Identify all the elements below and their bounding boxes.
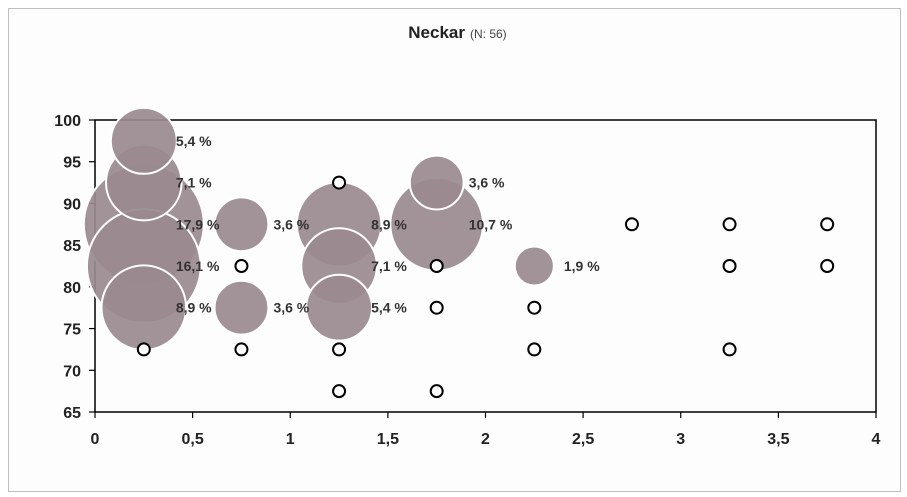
data-label: 10,7 % <box>469 216 513 232</box>
data-label: 5,4 % <box>176 133 212 149</box>
data-label: 5,4 % <box>371 300 407 316</box>
empty-marker <box>820 217 835 232</box>
empty-marker <box>429 384 444 399</box>
data-label: 16,1 % <box>176 258 220 274</box>
empty-marker <box>527 342 542 357</box>
y-tick-label: 80 <box>63 280 81 297</box>
x-tick-label: 0 <box>91 431 100 448</box>
bubble <box>109 106 178 175</box>
x-tick-label: 2 <box>481 431 490 448</box>
y-tick-label: 70 <box>63 363 81 380</box>
empty-marker <box>429 259 444 273</box>
y-tick-label: 100 <box>54 113 81 130</box>
data-label: 3,6 % <box>273 300 309 316</box>
x-tick-label: 3,5 <box>767 431 789 448</box>
data-label: 7,1 % <box>176 175 212 191</box>
bubble <box>213 279 270 336</box>
empty-marker <box>136 342 151 357</box>
data-label: 3,6 % <box>273 216 309 232</box>
empty-marker <box>820 259 835 273</box>
data-label: 1,9 % <box>564 258 600 274</box>
empty-marker <box>429 300 444 315</box>
x-tick-label: 1 <box>286 431 295 448</box>
bubble <box>100 264 188 352</box>
data-label: 17,9 % <box>176 216 220 232</box>
bubble <box>513 245 555 287</box>
y-tick-label: 85 <box>63 238 81 255</box>
empty-marker <box>332 175 347 190</box>
empty-marker <box>527 300 542 315</box>
x-tick-label: 2,5 <box>572 431 594 448</box>
empty-marker <box>332 342 347 357</box>
data-label: 3,6 % <box>469 175 505 191</box>
y-tick-label: 65 <box>63 405 81 422</box>
chart-title: Neckar <box>408 23 465 42</box>
y-tick-label: 90 <box>63 196 81 213</box>
empty-marker <box>234 342 249 357</box>
empty-marker <box>722 217 737 232</box>
bubble <box>408 154 465 211</box>
x-tick-label: 4 <box>872 431 881 448</box>
data-label: 8,9 % <box>371 216 407 232</box>
empty-marker <box>332 384 347 399</box>
x-tick-label: 1,5 <box>377 431 399 448</box>
empty-marker <box>722 259 737 273</box>
bubble <box>213 196 270 253</box>
data-label: 8,9 % <box>176 300 212 316</box>
y-tick-label: 95 <box>63 155 81 172</box>
bubble <box>305 273 374 342</box>
x-tick-label: 3 <box>676 431 685 448</box>
x-tick-label: 0,5 <box>182 431 204 448</box>
empty-marker <box>234 259 249 273</box>
data-label: 7,1 % <box>371 258 407 274</box>
chart-subtitle: (N: 56) <box>470 27 507 41</box>
empty-marker <box>624 217 639 232</box>
y-tick-label: 75 <box>63 322 81 339</box>
empty-marker <box>722 342 737 357</box>
